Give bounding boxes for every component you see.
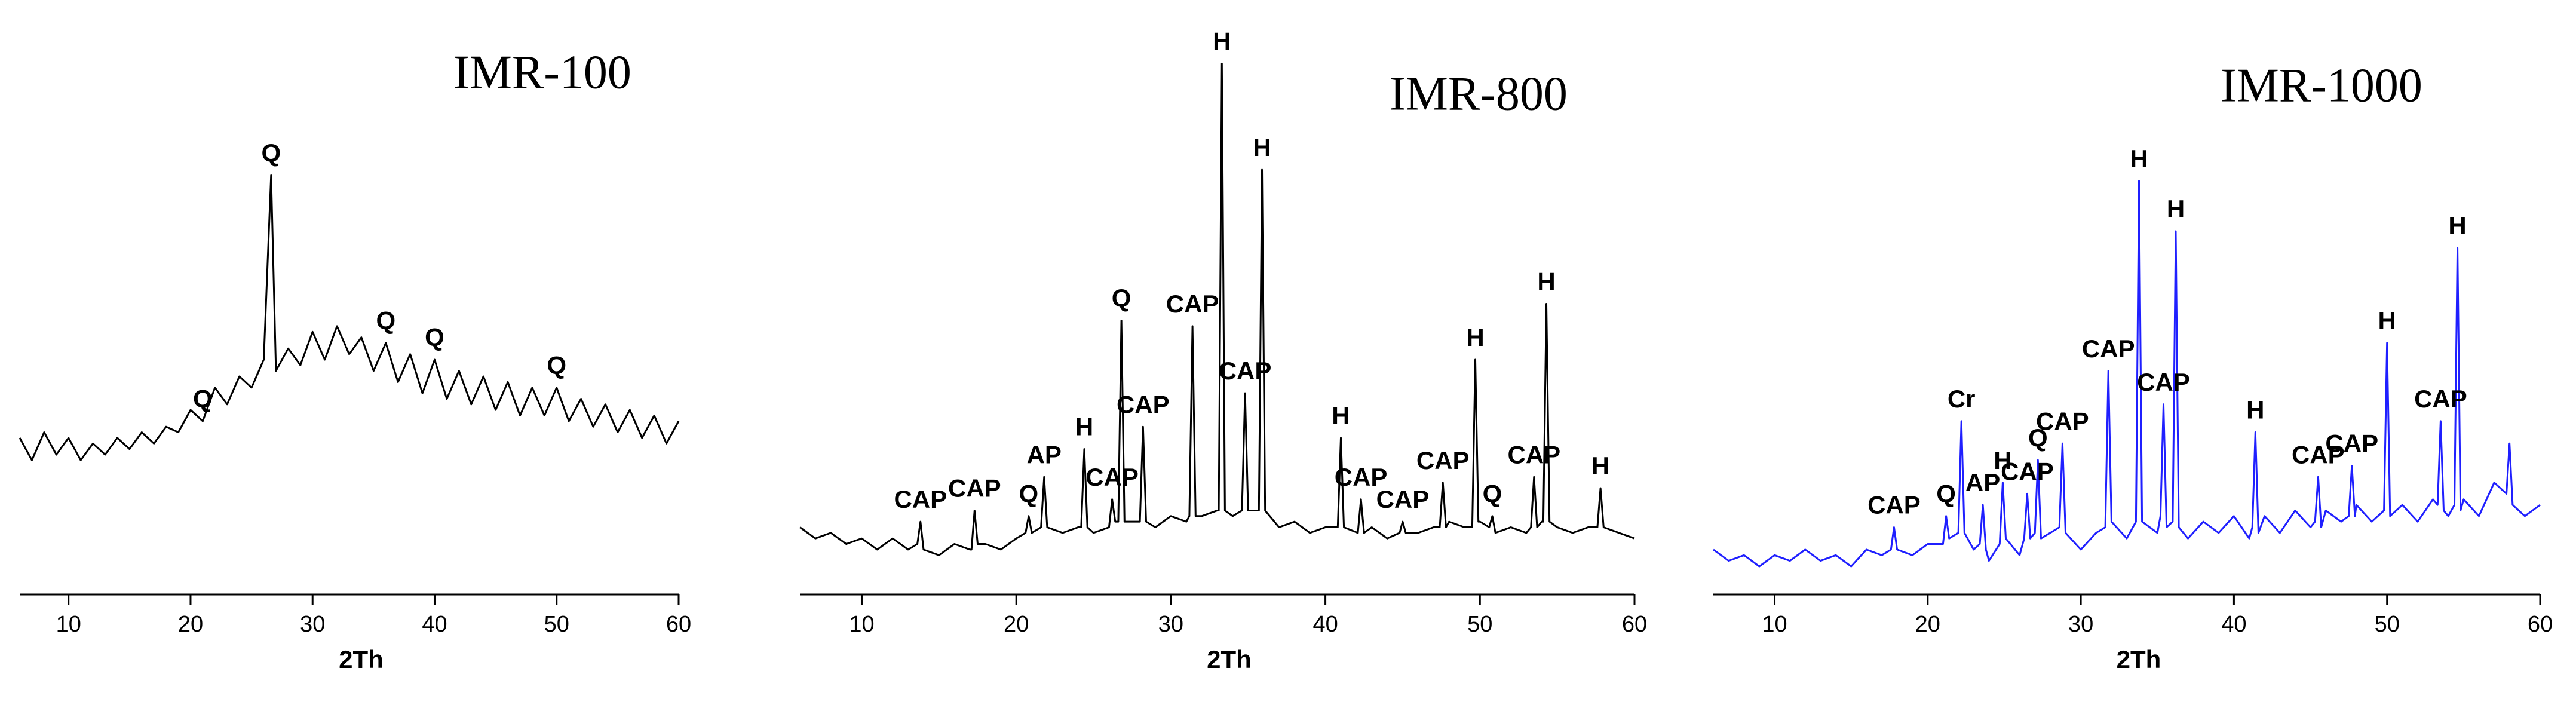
x-axis-label: 2Th [1207, 645, 1252, 673]
peak-label: H [1537, 268, 1555, 296]
peak-label: H [2378, 306, 2396, 335]
xrd-trace [1713, 180, 2541, 568]
x-tick-label: 50 [1467, 612, 1492, 637]
peak-label: H [1591, 452, 1609, 480]
x-tick-label: 10 [1762, 612, 1787, 637]
peak-label: Q [2028, 424, 2048, 452]
chart-title: IMR-1000 [2221, 59, 2422, 112]
peak-label: H [1253, 133, 1271, 161]
x-axis-label: 2Th [339, 645, 384, 673]
peak-label: CAP [2137, 368, 2190, 396]
peak-label: CAP [1219, 357, 1272, 385]
peak-label: Q [547, 351, 566, 379]
x-tick-label: 20 [1915, 612, 1940, 637]
peak-label: CAP [2414, 385, 2467, 413]
x-tick-label: 20 [1004, 612, 1029, 637]
xrd-trace [799, 62, 1635, 556]
peak-label: H [2246, 396, 2264, 424]
peak-label: Q [425, 323, 444, 351]
chart-title: IMR-800 [1390, 68, 1568, 120]
peak-label: Q [261, 139, 281, 167]
peak-label: CAP [1416, 446, 1470, 474]
x-axis-label: 2Th [2117, 645, 2161, 673]
peak-label: H [2130, 145, 2148, 173]
peak-label: CAP [1085, 463, 1139, 491]
peak-label: CAP [1867, 491, 1921, 519]
x-tick-label: 50 [2375, 612, 2400, 637]
peak-label: Cr [1948, 385, 1976, 413]
x-tick-label: 20 [178, 612, 203, 637]
peak-label: CAP [2036, 407, 2089, 435]
x-tick-label: 40 [422, 612, 447, 637]
x-tick-label: 50 [544, 612, 569, 637]
peak-label: CAP [1166, 290, 1219, 318]
x-tick-label: 10 [56, 612, 81, 637]
peak-label: Q [1019, 480, 1039, 508]
chart-title: IMR-100 [453, 46, 631, 99]
peak-label: H [1994, 446, 2011, 474]
x-tick-label: 60 [2528, 612, 2553, 637]
peak-label: H [2167, 195, 2185, 223]
peak-label: CAP [1507, 440, 1560, 468]
x-tick-label: 30 [2068, 612, 2093, 637]
peak-label: CAP [2082, 335, 2135, 363]
x-tick-label: 10 [849, 612, 874, 637]
peak-label: H [1075, 413, 1093, 441]
peak-label: CAP [1376, 485, 1430, 513]
x-tick-label: 60 [1622, 612, 1647, 637]
peak-label: H [2448, 212, 2466, 240]
x-tick-label: 40 [2221, 612, 2246, 637]
xrd-trace [19, 174, 680, 461]
peak-label: H [1213, 27, 1231, 56]
peak-label: H [1466, 323, 1484, 351]
peak-label: CAP [1335, 463, 1388, 491]
peak-label: Q [193, 385, 213, 413]
peak-label: CAP [948, 474, 1001, 502]
x-tick-label: 40 [1312, 612, 1338, 637]
peak-label: CAP [2325, 430, 2378, 458]
peak-label: Q [1483, 480, 1502, 508]
peak-label: CAP [2292, 440, 2345, 468]
peak-label: Q [1936, 480, 1956, 508]
x-tick-label: 30 [1158, 612, 1183, 637]
x-tick-label: 60 [666, 612, 691, 637]
x-tick-label: 30 [300, 612, 325, 637]
peak-label: CAP [2001, 457, 2054, 485]
peak-label: AP [1027, 440, 1062, 468]
peak-label: Q [376, 306, 395, 335]
peak-label: H [1332, 401, 1350, 430]
peak-label: CAP [1117, 390, 1170, 418]
peak-label: CAP [894, 485, 947, 513]
peak-label: AP [1965, 468, 2000, 496]
peak-label: Q [1112, 284, 1131, 312]
